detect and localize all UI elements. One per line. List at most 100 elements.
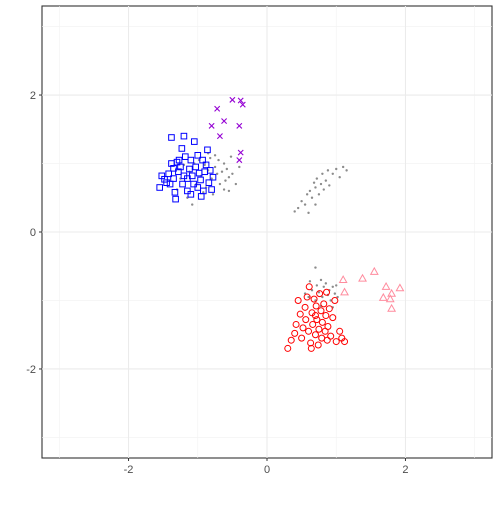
x-tick-label: 0 — [264, 464, 270, 476]
circle-point — [336, 327, 344, 335]
square-point — [187, 156, 195, 164]
square-point — [188, 172, 196, 180]
circle-point — [291, 329, 299, 337]
circle-point — [301, 303, 309, 311]
square-point — [173, 158, 181, 166]
dot-point — [308, 189, 312, 193]
cross-point — [237, 149, 244, 156]
circle-point — [312, 302, 320, 310]
dot-point — [317, 193, 321, 196]
square-point — [194, 184, 202, 191]
circle-point — [292, 320, 300, 328]
circle-point — [287, 336, 295, 344]
y-tick-label: 2 — [30, 90, 36, 102]
dot-point — [324, 282, 328, 285]
dot-point — [310, 196, 314, 199]
dot-point — [210, 177, 213, 180]
dot-point — [328, 184, 331, 187]
circle-point — [313, 316, 321, 324]
square-point — [202, 161, 210, 169]
circle-point — [302, 316, 310, 324]
square-point — [161, 175, 168, 183]
dot-point — [315, 284, 319, 287]
dot-point — [238, 165, 241, 169]
dot-point — [227, 176, 231, 179]
square-point — [187, 191, 195, 198]
dot-point — [314, 266, 317, 269]
dot-point — [231, 172, 234, 175]
dot-point — [324, 179, 328, 182]
dot-point — [336, 295, 339, 299]
circle-point — [316, 290, 324, 298]
circle-point — [314, 341, 322, 349]
circle-point — [331, 296, 339, 304]
square-point — [190, 180, 197, 188]
dot-point — [335, 167, 338, 171]
triangle-point — [385, 294, 395, 303]
dot-point — [321, 172, 324, 175]
dot-point — [338, 176, 341, 179]
square-point — [165, 170, 172, 178]
circle-point — [307, 344, 315, 352]
square-point — [172, 195, 179, 203]
circle-point — [341, 338, 349, 346]
triangle-point — [338, 275, 348, 284]
circle-point — [294, 296, 302, 304]
dot-point — [322, 188, 325, 191]
square-point — [166, 180, 174, 188]
square-point — [170, 175, 177, 182]
triangle-point — [395, 283, 405, 292]
circle-point — [309, 320, 317, 328]
dot-point — [335, 284, 338, 287]
square-point — [208, 186, 215, 193]
square-point — [179, 180, 186, 188]
cross-point — [236, 157, 243, 164]
square-point — [156, 184, 163, 191]
dot-point — [217, 158, 220, 162]
square-point — [204, 146, 211, 154]
cross-point — [214, 105, 221, 112]
circle-point — [296, 310, 304, 318]
dot-point — [331, 285, 334, 288]
y-tick-label: -2 — [26, 364, 36, 376]
dot-point — [322, 285, 325, 288]
dot-point — [341, 165, 345, 169]
square-point — [168, 134, 175, 141]
dot-point — [202, 191, 205, 194]
y-tick-label: 0 — [30, 227, 36, 239]
dot-point — [317, 291, 321, 294]
dot-point — [234, 182, 238, 186]
circle-point — [325, 305, 333, 313]
triangle-point — [387, 288, 397, 297]
dot-point — [215, 172, 219, 175]
triangle-point — [369, 266, 379, 275]
circle-point — [311, 331, 319, 339]
dot-point — [314, 203, 317, 206]
circle-point — [305, 327, 313, 335]
circle-point — [311, 312, 319, 320]
circle-point — [303, 293, 311, 301]
triangle-point — [381, 281, 391, 290]
cross-point — [239, 101, 246, 108]
cross-point — [237, 97, 244, 104]
circle-point — [324, 323, 332, 331]
dot-point — [308, 280, 312, 283]
major-gridlines — [42, 6, 492, 458]
dot-point — [319, 182, 323, 186]
square-point — [170, 165, 177, 172]
circle-point — [310, 295, 318, 303]
square-point — [192, 163, 199, 171]
dot-point — [305, 193, 309, 196]
circle-point — [323, 336, 331, 344]
square-point — [199, 156, 206, 164]
cross-point — [216, 133, 223, 140]
dot-point — [229, 155, 233, 158]
circle-point — [332, 338, 340, 346]
circle-point — [327, 332, 335, 340]
square-point — [180, 132, 188, 140]
dot-point — [307, 211, 310, 215]
circle-point — [298, 334, 306, 342]
circle-point — [317, 307, 325, 315]
